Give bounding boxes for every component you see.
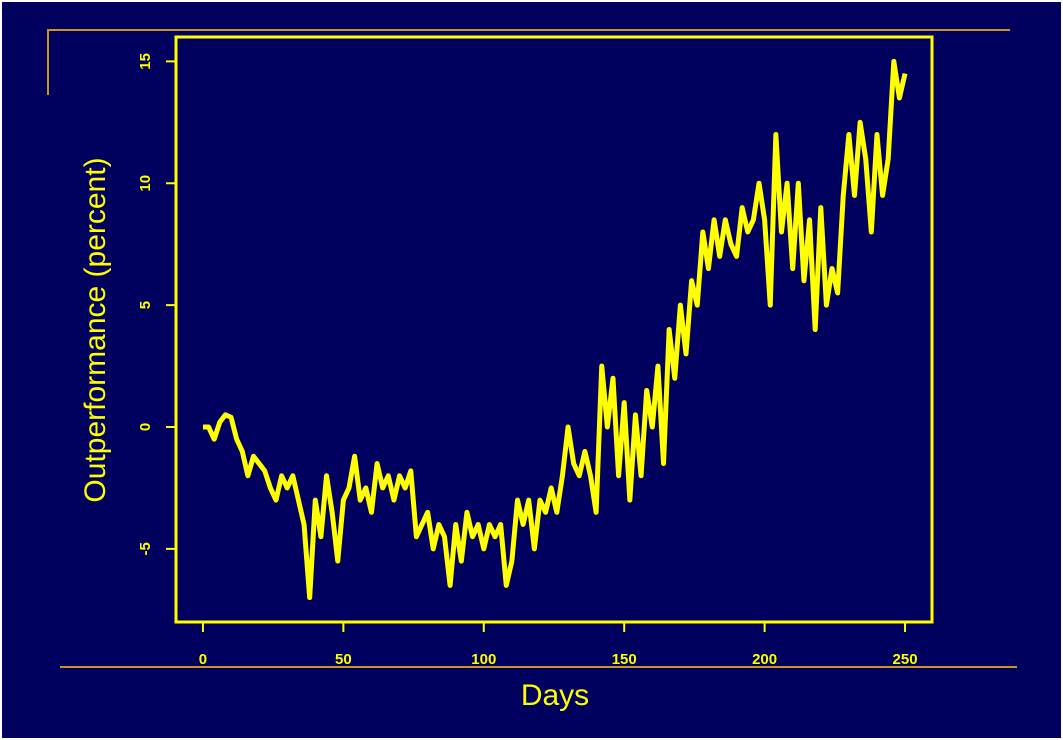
y-tick-label: -5 bbox=[137, 542, 154, 555]
y-tick-label: 15 bbox=[137, 53, 154, 70]
decor-line bbox=[47, 29, 1010, 95]
plot-frame bbox=[174, 35, 934, 624]
y-tick-label: 10 bbox=[137, 175, 154, 192]
y-tick-label: 5 bbox=[137, 301, 154, 309]
y-tick-label: 0 bbox=[137, 423, 154, 431]
x-tick-label: 200 bbox=[752, 651, 777, 668]
x-tick-label: 100 bbox=[471, 651, 496, 668]
y-axis-label: Outperformance (percent) bbox=[79, 157, 112, 502]
x-tick-label: 50 bbox=[335, 651, 352, 668]
x-tick-label: 250 bbox=[893, 651, 918, 668]
x-tick-label: 150 bbox=[612, 651, 637, 668]
x-tick-label: 0 bbox=[199, 651, 207, 668]
x-axis-label: Days bbox=[521, 679, 589, 712]
data-line bbox=[202, 58, 908, 601]
